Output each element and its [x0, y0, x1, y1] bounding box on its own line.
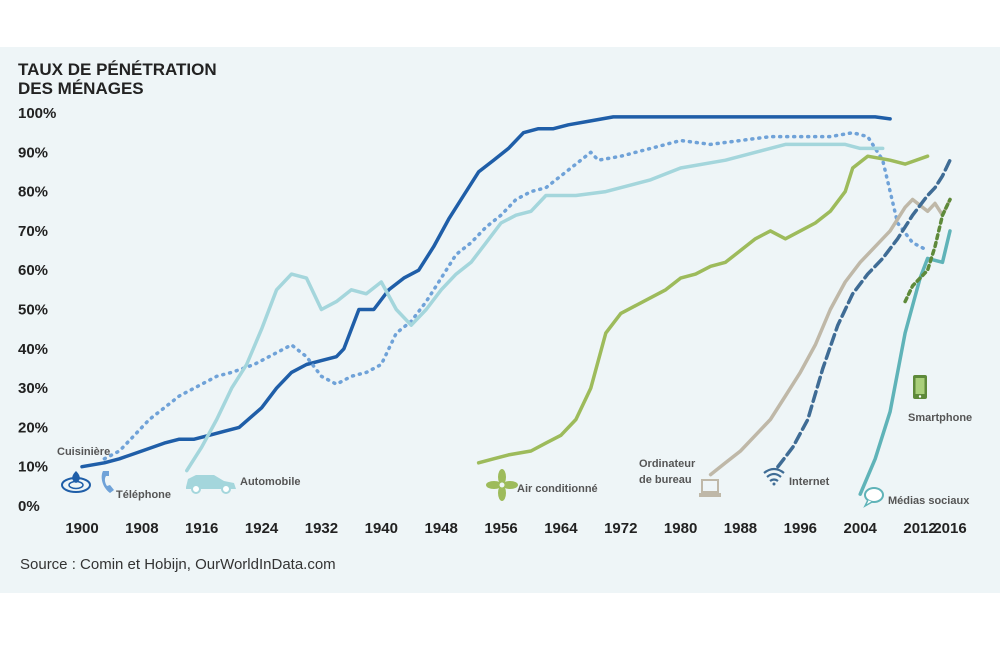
series-line-speech-bubble	[858, 229, 952, 496]
label-internet: Internet	[789, 476, 830, 488]
x-tick-label: 1932	[305, 520, 338, 537]
y-tick-label: 20%	[18, 419, 48, 436]
label-telephone: Téléphone	[116, 489, 171, 501]
label-smartphone: Smartphone	[908, 412, 972, 424]
computer-icon	[699, 479, 721, 497]
x-tick-label: 1980	[664, 520, 697, 537]
x-tick-label: 2016	[933, 520, 966, 537]
series-line-wifi	[776, 158, 952, 469]
x-tick-label: 1988	[724, 520, 757, 537]
chart-svg: TAUX DE PÉNÉTRATION DES MÉNAGES 0% 10% 20%…	[18, 60, 972, 573]
y-tick-label: 70%	[18, 223, 48, 240]
series-line-stove	[80, 115, 892, 469]
y-tick-label: 60%	[18, 262, 48, 279]
y-axis-title-line-1: TAUX DE PÉNÉTRATION	[18, 60, 217, 79]
stove-icon	[61, 471, 91, 493]
y-tick-label: 50%	[18, 302, 48, 319]
series-line-computer	[708, 197, 952, 477]
y-tick-label: 10%	[18, 459, 48, 476]
x-tick-label: 1916	[185, 520, 218, 537]
x-tick-label: 1964	[544, 520, 578, 537]
label-medias-sociaux: Médias sociaux	[888, 495, 970, 507]
label-ordinateur-line-2: de bureau	[639, 474, 692, 486]
wifi-icon	[763, 467, 785, 486]
label-air-conditionne: Air conditionné	[517, 483, 598, 495]
y-tick-label: 90%	[18, 144, 48, 161]
x-tick-label: 1996	[784, 520, 817, 537]
x-tick-label: 1908	[125, 520, 158, 537]
source-note: Source : Comin et Hobijn, OurWorldInData…	[20, 556, 336, 573]
x-tick-label: 1972	[604, 520, 637, 537]
label-automobile: Automobile	[240, 476, 301, 488]
series-line-phone	[102, 130, 930, 461]
y-tick-label: 80%	[18, 184, 48, 201]
label-cuisiniere: Cuisinière	[57, 446, 110, 458]
fan-icon	[486, 469, 518, 501]
car-icon	[186, 475, 236, 494]
smartphone-icon	[913, 375, 927, 399]
chart-panel: TAUX DE PÉNÉTRATION DES MÉNAGES 0% 10% 20%…	[0, 47, 1000, 593]
series-line-smartphone	[903, 197, 952, 304]
x-tick-label: 1900	[65, 520, 98, 537]
series-line-car	[185, 142, 885, 473]
y-tick-label: 40%	[18, 341, 48, 358]
y-axis-title-line-2: DES MÉNAGES	[18, 79, 144, 98]
label-ordinateur-line-1: Ordinateur	[639, 458, 696, 470]
x-tick-label: 1956	[484, 520, 517, 537]
x-tick-label: 1940	[365, 520, 398, 537]
y-tick-label: 0%	[18, 498, 40, 515]
phone-icon	[101, 471, 114, 493]
speech-bubble-icon	[863, 487, 884, 508]
y-tick-labels: 0% 10% 20% 30% 40% 50% 60% 70% 80% 90% 100%	[18, 105, 56, 515]
x-tick-label: 2004	[844, 520, 878, 537]
x-tick-label: 1924	[245, 520, 279, 537]
series-lines	[80, 115, 952, 496]
y-tick-label: 30%	[18, 380, 48, 397]
series-line-fan	[476, 154, 930, 465]
x-tick-labels: 1900 1908 1916 1924 1932 1940 1948 1956 1964 1972…	[65, 520, 966, 537]
y-tick-label: 100%	[18, 105, 56, 122]
x-tick-label: 2012	[903, 520, 936, 537]
x-tick-label: 1948	[424, 520, 457, 537]
